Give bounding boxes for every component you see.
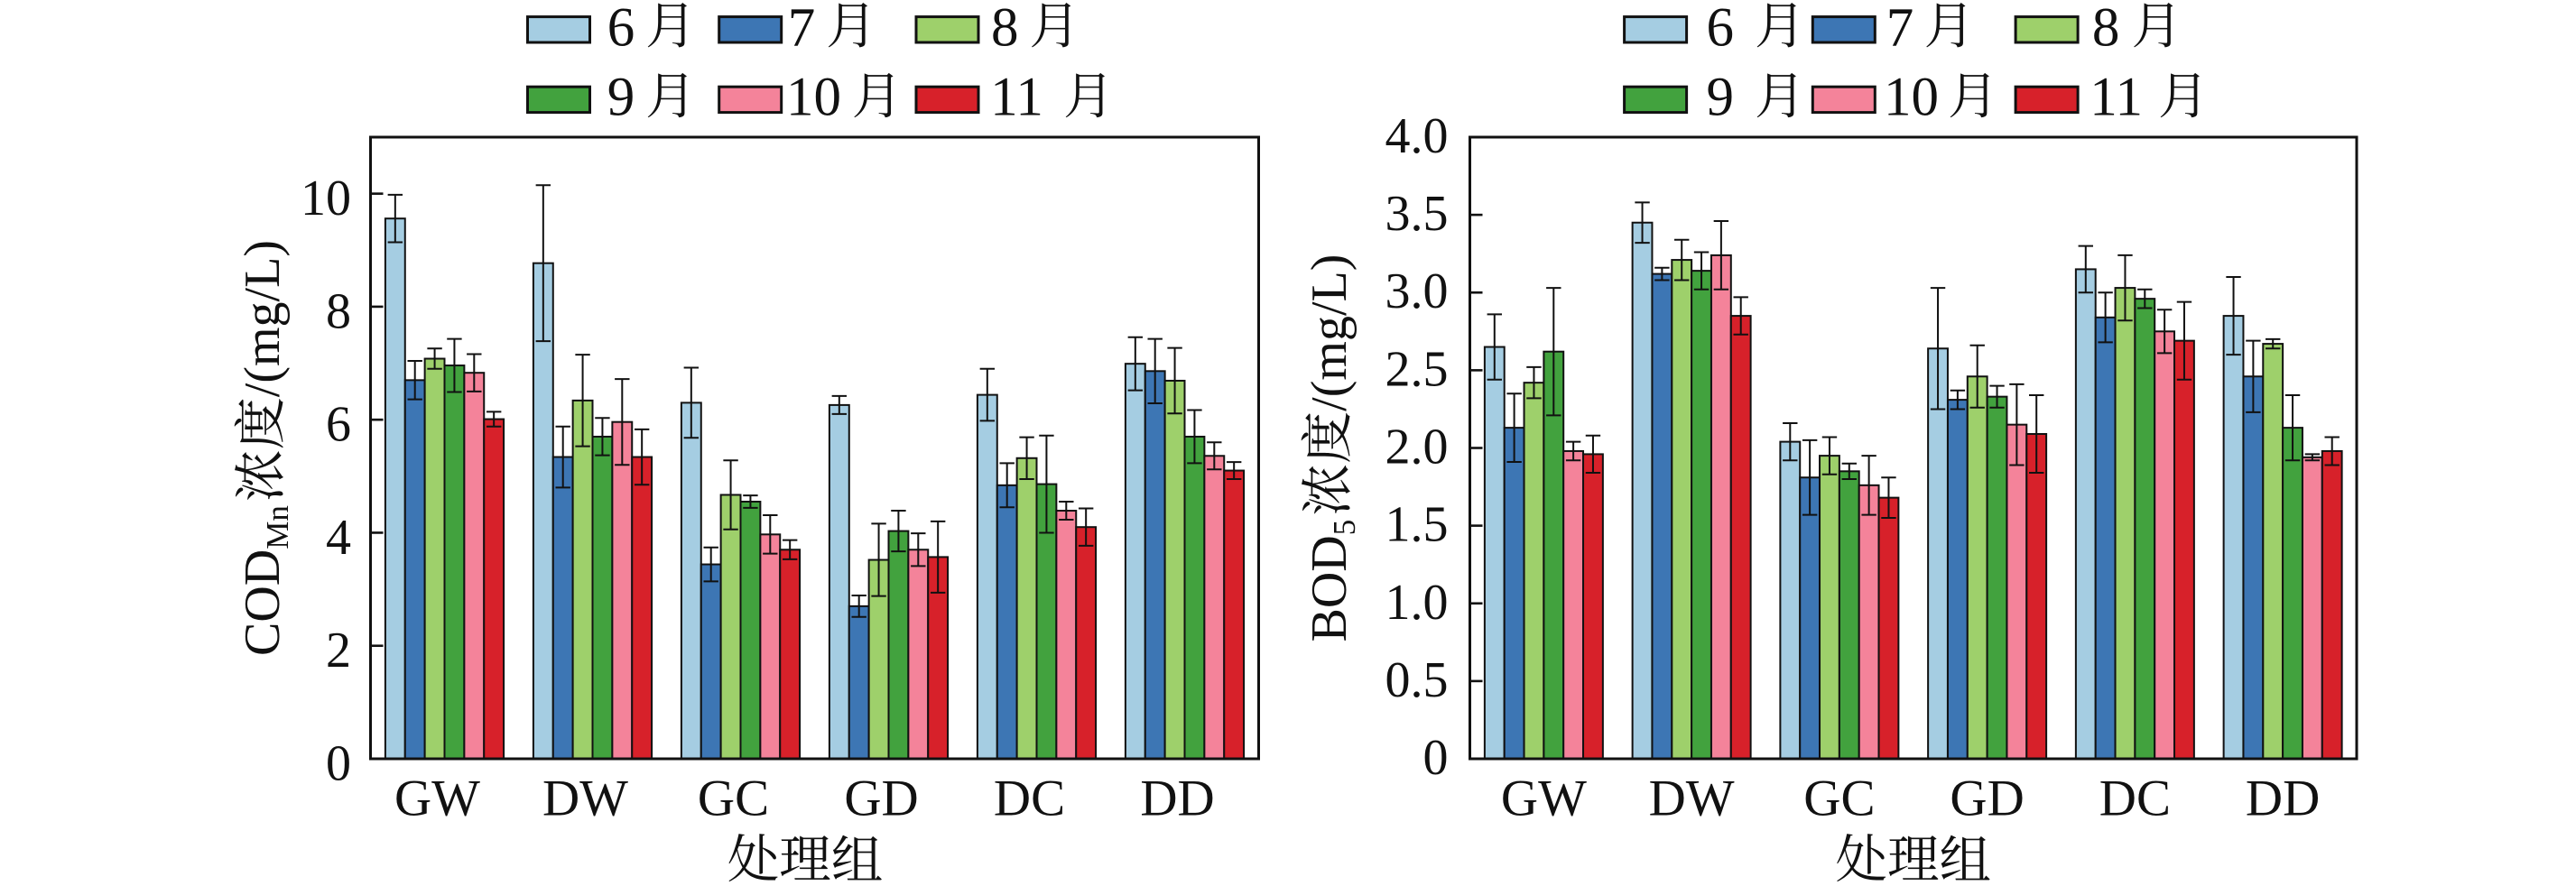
svg-text:Mn: Mn [260, 505, 295, 549]
svg-text:BOD: BOD [1302, 535, 1357, 641]
svg-text:5: 5 [1327, 520, 1362, 536]
svg-text:DD: DD [2246, 771, 2320, 827]
svg-text:10: 10 [1884, 67, 1939, 127]
svg-text:4: 4 [326, 510, 351, 566]
svg-text:/(mg/L): /(mg/L) [1302, 254, 1357, 411]
svg-text:7: 7 [788, 0, 816, 59]
svg-text:6: 6 [607, 0, 635, 59]
svg-text:GD: GD [1950, 771, 2024, 827]
svg-text:7: 7 [1886, 0, 1914, 59]
svg-text:10: 10 [301, 171, 351, 226]
svg-text:2: 2 [326, 623, 351, 678]
svg-text:0.5: 0.5 [1385, 652, 1449, 708]
svg-text:DC: DC [2099, 771, 2171, 827]
svg-text:9: 9 [607, 67, 635, 127]
svg-text:DW: DW [542, 771, 628, 827]
svg-text:0: 0 [1423, 730, 1449, 786]
svg-text:DD: DD [1140, 771, 1214, 827]
svg-text:DC: DC [994, 771, 1065, 827]
svg-text:GD: GD [844, 771, 918, 827]
svg-text:8: 8 [991, 0, 1019, 59]
svg-text:9: 9 [1707, 67, 1735, 127]
svg-text:10: 10 [786, 67, 841, 127]
svg-text:3.0: 3.0 [1385, 263, 1449, 319]
svg-text:11: 11 [2090, 67, 2143, 127]
svg-text:4.0: 4.0 [1385, 108, 1449, 164]
svg-text:3.5: 3.5 [1385, 186, 1449, 242]
svg-text:8: 8 [326, 283, 351, 339]
svg-text:6: 6 [326, 397, 351, 453]
svg-text:/(mg/L): /(mg/L) [235, 240, 291, 397]
svg-text:2.0: 2.0 [1385, 420, 1449, 475]
svg-text:6: 6 [1707, 0, 1735, 59]
svg-text:GW: GW [394, 771, 480, 827]
svg-text:0: 0 [326, 736, 351, 792]
svg-text:2.5: 2.5 [1385, 341, 1449, 397]
svg-text:8: 8 [2092, 0, 2120, 59]
svg-text:DW: DW [1649, 771, 1735, 827]
svg-text:GW: GW [1501, 771, 1587, 827]
svg-text:1.0: 1.0 [1385, 575, 1449, 631]
svg-text:1.5: 1.5 [1385, 497, 1449, 553]
svg-text:GC: GC [698, 771, 769, 827]
svg-text:GC: GC [1803, 771, 1875, 827]
svg-text:COD: COD [235, 549, 291, 656]
svg-text:11: 11 [990, 67, 1043, 127]
